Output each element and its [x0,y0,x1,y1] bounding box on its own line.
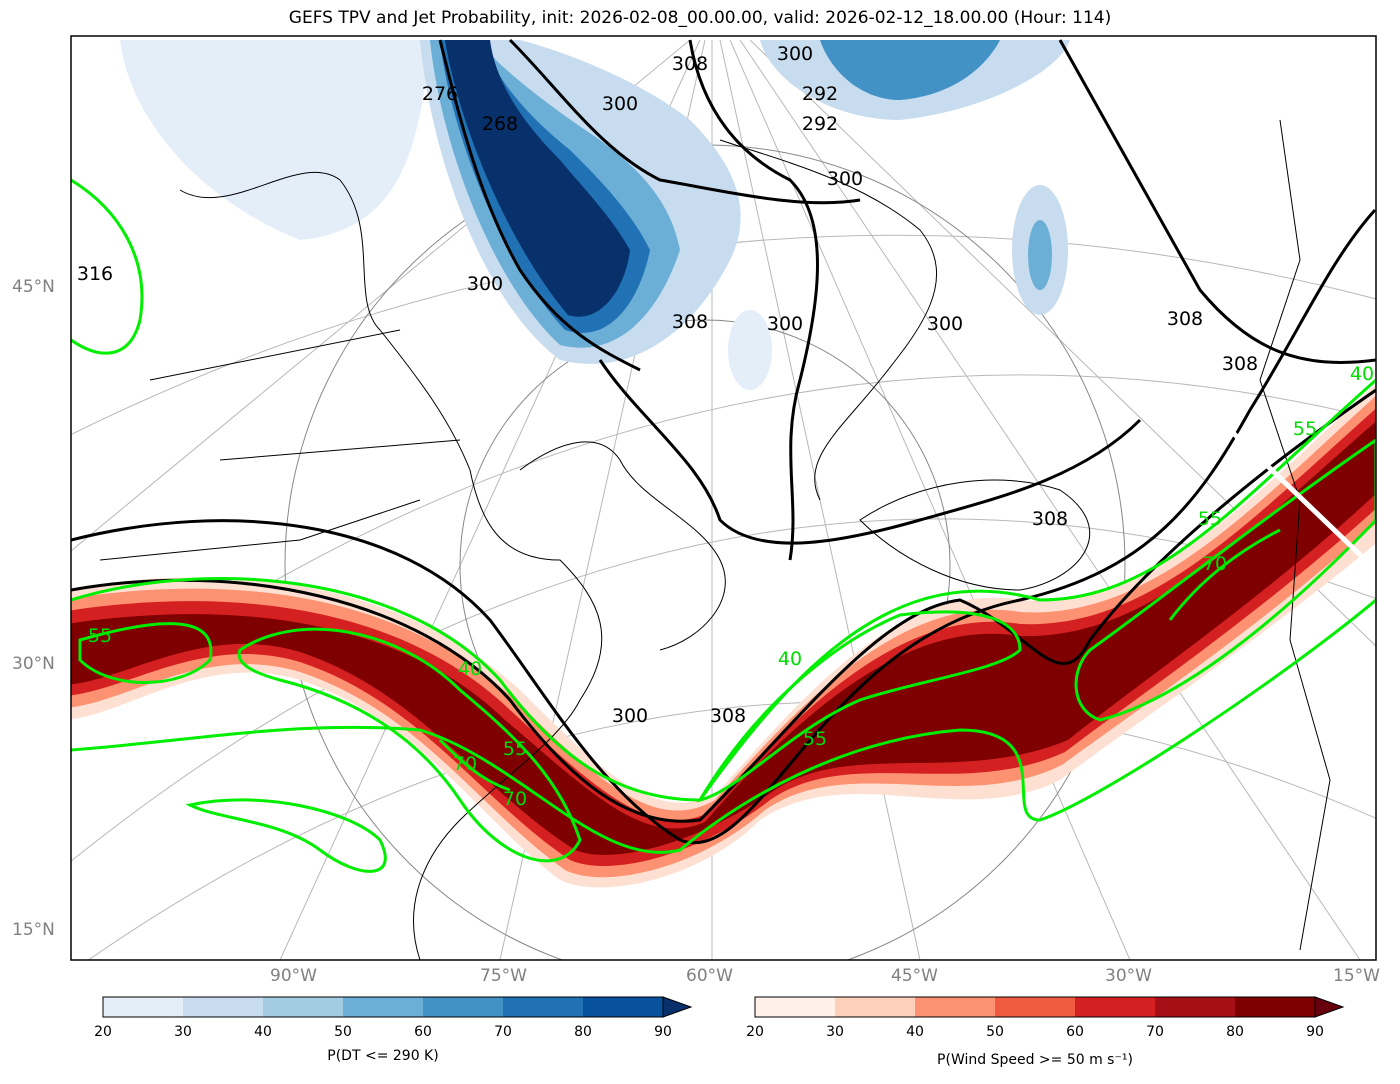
theta-label: 300 [777,43,813,65]
theta-label: 308 [1222,353,1258,375]
lon-label-90w: 90°W [270,966,317,986]
wind-label: 55 [1198,508,1222,530]
theta-label: 300 [467,273,503,295]
colorbar-blue-frame [102,996,664,1018]
theta-label: 300 [767,313,803,335]
theta-label: 308 [1167,308,1203,330]
colorbar-red-swatch [995,997,1076,1017]
colorbar-blue-swatch [103,997,184,1017]
projection-seam [1228,428,1376,572]
wind-label: 70 [503,788,527,810]
wind-label: 55 [503,738,527,760]
colorbar-blue-tick: 20 [94,1024,112,1040]
wind-label: 40 [1350,363,1374,385]
colorbar-red [754,996,1345,1018]
theta-label: 300 [827,168,863,190]
colorbar-red-tick: 70 [1146,1024,1164,1040]
lon-label-30w: 30°W [1105,966,1152,986]
colorbar-blue-tick: 90 [654,1024,672,1040]
colorbar-red-swatch [755,997,836,1017]
lat-label-30n: 30°N [12,654,55,674]
wind-label: 40 [778,648,802,670]
theta-label: 292 [802,113,838,135]
map-frame [70,35,1377,961]
theta-label: 308 [672,311,708,333]
colorbar-red-tick: 20 [746,1024,764,1040]
lon-label-45w: 45°W [891,966,938,986]
theta-label: 308 [710,705,746,727]
lon-label-75w: 75°W [480,966,527,986]
colorbar-blue-tick: 30 [174,1024,192,1040]
lat-label-45n: 45°N [12,277,55,297]
wind-probability-fill [71,383,1376,888]
colorbar-blue-extend [662,996,693,1018]
wind-label: 70 [1203,553,1227,575]
theta-label: 292 [802,83,838,105]
colorbar-blue-tick: 60 [414,1024,432,1040]
colorbar-red-tick: 40 [906,1024,924,1040]
wind-speed-contours [71,178,1376,873]
colorbar-blue [102,996,693,1018]
colorbar-blue-label: P(DT <= 290 K) [327,1048,439,1064]
colorbar-blue-tick: 70 [494,1024,512,1040]
wind-label: 70 [453,753,477,775]
colorbar-red-swatch [1075,997,1156,1017]
theta-label: 300 [602,93,638,115]
colorbar-red-tick: 90 [1306,1024,1324,1040]
colorbar-red-extend [1314,996,1345,1018]
theta-label: 300 [927,313,963,335]
wind-label: 55 [88,625,112,647]
colorbar-red-tick: 80 [1226,1024,1244,1040]
theta-label: 308 [1032,508,1068,530]
colorbar-blue-swatch [343,997,424,1017]
wind-contour-labels: 55 70 55 70 40 55 40 55 70 55 40 [88,363,1374,810]
lon-label-15w: 15°W [1333,966,1380,986]
chart-title: GEFS TPV and Jet Probability, init: 2026… [288,8,1112,28]
theta-label: 308 [672,53,708,75]
colorbar-red-swatch [1235,997,1316,1017]
colorbar-blue-tick: 50 [334,1024,352,1040]
colorbar-blue-swatch [583,997,664,1017]
colorbar-red-swatch [1155,997,1236,1017]
colorbar-blue-swatch [423,997,504,1017]
theta-label: 268 [482,113,518,135]
colorbar-red-frame [754,996,1316,1018]
wind-label: 40 [458,658,482,680]
colorbar-red-label: P(Wind Speed >= 50 m s⁻¹) [937,1052,1133,1068]
theta-contours [71,38,1376,844]
colorbar-red-tick: 50 [986,1024,1004,1040]
theta-label: 276 [422,83,458,105]
wind-label: 55 [803,728,827,750]
colorbar-red-tick: 60 [1066,1024,1084,1040]
colorbar-blue-swatch [183,997,264,1017]
theta-contour-labels: 308 300 292 292 300 268 276 300 300 300 … [77,43,1258,727]
colorbar-blue-swatch [263,997,344,1017]
colorbar-red-swatch [915,997,996,1017]
theta-label: 300 [612,705,648,727]
theta-label: 316 [77,263,113,285]
colorbar-blue-swatch [503,997,584,1017]
tpv-probability-fill [120,40,1070,390]
lat-label-15n: 15°N [12,920,55,940]
colorbar-blue-tick: 80 [574,1024,592,1040]
colorbar-red-tick: 30 [826,1024,844,1040]
wind-label: 55 [1293,418,1317,440]
colorbar-blue-tick: 40 [254,1024,272,1040]
colorbar-red-swatch [835,997,916,1017]
lon-label-60w: 60°W [686,966,733,986]
